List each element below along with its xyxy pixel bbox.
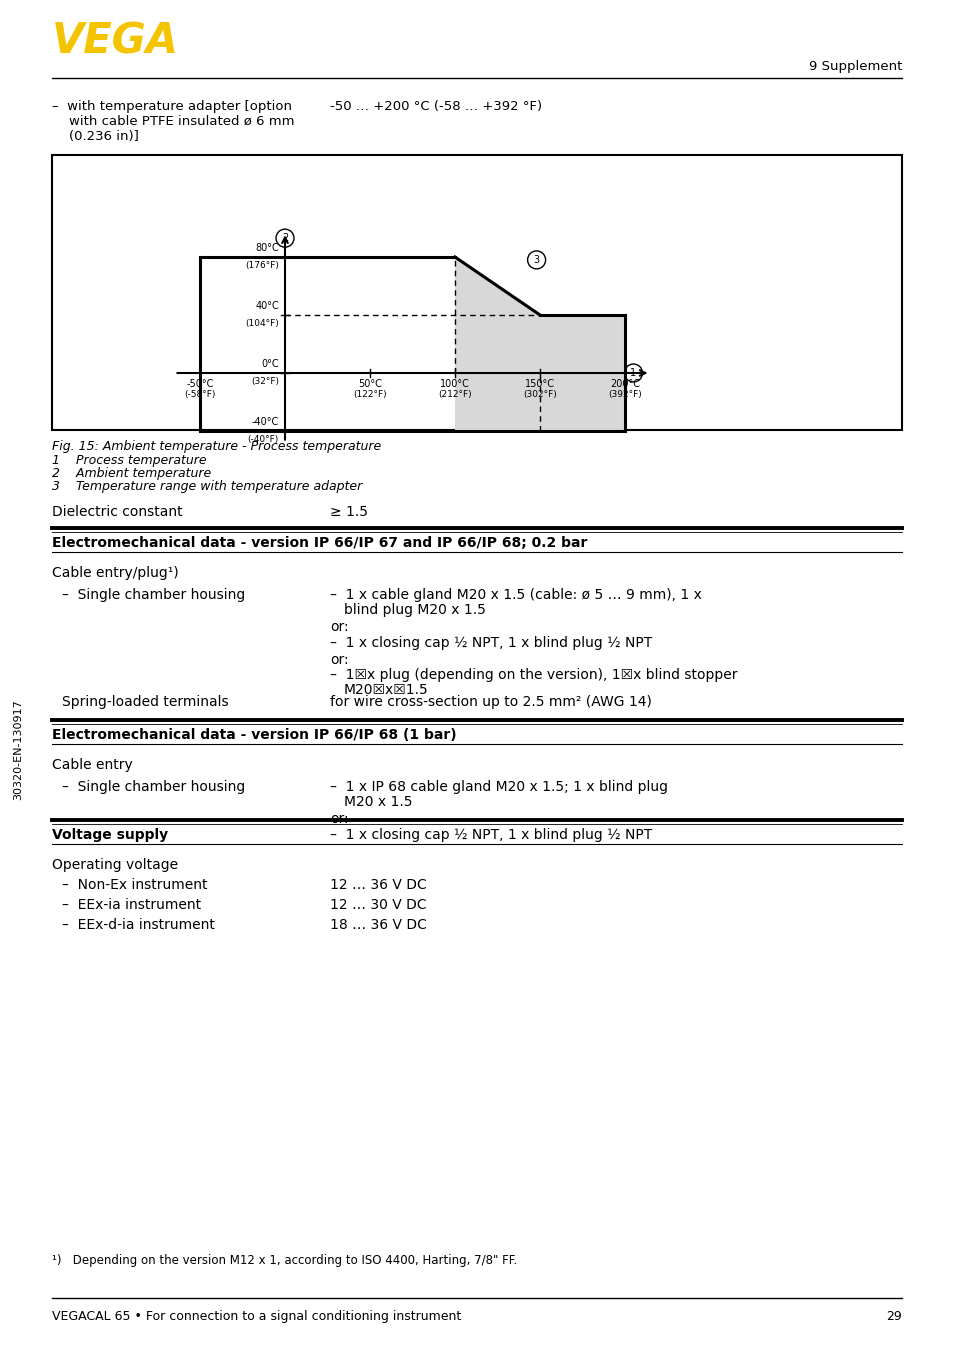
Text: (32°F): (32°F) xyxy=(251,376,278,386)
Text: 3    Temperature range with temperature adapter: 3 Temperature range with temperature ada… xyxy=(52,481,362,493)
Text: Operating voltage: Operating voltage xyxy=(52,858,178,872)
Text: 100°C: 100°C xyxy=(439,379,470,389)
Text: ≥ 1.5: ≥ 1.5 xyxy=(330,505,368,519)
Text: 18 … 36 V DC: 18 … 36 V DC xyxy=(330,918,426,932)
Text: for wire cross-section up to 2.5 mm² (AWG 14): for wire cross-section up to 2.5 mm² (AW… xyxy=(330,695,651,709)
Text: -50 … +200 °C (-58 … +392 °F): -50 … +200 °C (-58 … +392 °F) xyxy=(330,100,541,112)
Bar xyxy=(52,154,901,431)
Text: 80°C: 80°C xyxy=(255,242,278,253)
Text: 40°C: 40°C xyxy=(255,301,278,311)
Text: 30320-EN-130917: 30320-EN-130917 xyxy=(13,700,23,800)
Text: Cable entry: Cable entry xyxy=(52,758,132,772)
Text: Dielectric constant: Dielectric constant xyxy=(52,505,182,519)
Text: 150°C: 150°C xyxy=(524,379,555,389)
Text: –  EEx-d-ia instrument: – EEx-d-ia instrument xyxy=(62,918,214,932)
Text: M20 x 1.5: M20 x 1.5 xyxy=(344,795,412,808)
Text: –  Single chamber housing: – Single chamber housing xyxy=(62,588,245,603)
Text: –  1 x closing cap ½ NPT, 1 x blind plug ½ NPT: – 1 x closing cap ½ NPT, 1 x blind plug … xyxy=(330,636,652,650)
Text: ¹)   Depending on the version M12 x 1, according to ISO 4400, Harting, 7/8" FF.: ¹) Depending on the version M12 x 1, acc… xyxy=(52,1254,517,1267)
Text: 0°C: 0°C xyxy=(261,359,278,370)
Text: Electromechanical data - version IP 66/IP 68 (1 bar): Electromechanical data - version IP 66/I… xyxy=(52,728,456,742)
Text: (212°F): (212°F) xyxy=(437,390,472,399)
Text: –  with temperature adapter [option: – with temperature adapter [option xyxy=(52,100,292,112)
Text: –  1 x cable gland M20 x 1.5 (cable: ø 5 … 9 mm), 1 x: – 1 x cable gland M20 x 1.5 (cable: ø 5 … xyxy=(330,588,701,603)
Text: Voltage supply: Voltage supply xyxy=(52,829,168,842)
Text: -50°C: -50°C xyxy=(186,379,213,389)
Text: 2    Ambient temperature: 2 Ambient temperature xyxy=(52,467,211,481)
Text: VEGA: VEGA xyxy=(52,20,179,62)
Text: VEGACAL 65 • For connection to a signal conditioning instrument: VEGACAL 65 • For connection to a signal … xyxy=(52,1311,460,1323)
Text: –  1 x IP 68 cable gland M20 x 1.5; 1 x blind plug: – 1 x IP 68 cable gland M20 x 1.5; 1 x b… xyxy=(330,780,667,793)
Text: with cable PTFE insulated ø 6 mm: with cable PTFE insulated ø 6 mm xyxy=(52,115,294,129)
Text: 3: 3 xyxy=(533,255,539,265)
Text: Cable entry/plug¹): Cable entry/plug¹) xyxy=(52,566,178,580)
Text: 1    Process temperature: 1 Process temperature xyxy=(52,454,207,467)
Text: 50°C: 50°C xyxy=(357,379,381,389)
Text: or:: or: xyxy=(330,653,348,668)
Text: –  1 x closing cap ½ NPT, 1 x blind plug ½ NPT: – 1 x closing cap ½ NPT, 1 x blind plug … xyxy=(330,829,652,842)
Text: 12 … 36 V DC: 12 … 36 V DC xyxy=(330,877,426,892)
Text: –  1☒x plug (depending on the version), 1☒x blind stopper: – 1☒x plug (depending on the version), 1… xyxy=(330,668,737,682)
Polygon shape xyxy=(455,257,624,431)
Text: –  EEx-ia instrument: – EEx-ia instrument xyxy=(62,898,201,913)
Text: 2: 2 xyxy=(281,233,288,244)
Text: 1: 1 xyxy=(630,368,636,378)
Text: or:: or: xyxy=(330,812,348,826)
Text: -40°C: -40°C xyxy=(252,417,278,427)
Text: 9 Supplement: 9 Supplement xyxy=(808,60,901,73)
Text: or:: or: xyxy=(330,620,348,634)
Text: (-40°F): (-40°F) xyxy=(248,435,278,444)
Text: Spring-loaded terminals: Spring-loaded terminals xyxy=(62,695,229,709)
Text: (176°F): (176°F) xyxy=(245,261,278,269)
Text: (104°F): (104°F) xyxy=(245,320,278,328)
Text: 200°C: 200°C xyxy=(609,379,639,389)
Text: Electromechanical data - version IP 66/IP 67 and IP 66/IP 68; 0.2 bar: Electromechanical data - version IP 66/I… xyxy=(52,536,587,550)
Text: –  Single chamber housing: – Single chamber housing xyxy=(62,780,245,793)
Text: (392°F): (392°F) xyxy=(607,390,641,399)
Text: (-58°F): (-58°F) xyxy=(184,390,215,399)
Text: blind plug M20 x 1.5: blind plug M20 x 1.5 xyxy=(344,603,485,617)
Text: (302°F): (302°F) xyxy=(522,390,557,399)
Text: (122°F): (122°F) xyxy=(353,390,386,399)
Text: (0.236 in)]: (0.236 in)] xyxy=(52,130,139,144)
Text: M20☒x☒1.5: M20☒x☒1.5 xyxy=(344,682,428,697)
Text: 12 … 30 V DC: 12 … 30 V DC xyxy=(330,898,426,913)
Text: –  Non-Ex instrument: – Non-Ex instrument xyxy=(62,877,208,892)
Text: Fig. 15: Ambient temperature - Process temperature: Fig. 15: Ambient temperature - Process t… xyxy=(52,440,381,454)
Text: 29: 29 xyxy=(885,1311,901,1323)
